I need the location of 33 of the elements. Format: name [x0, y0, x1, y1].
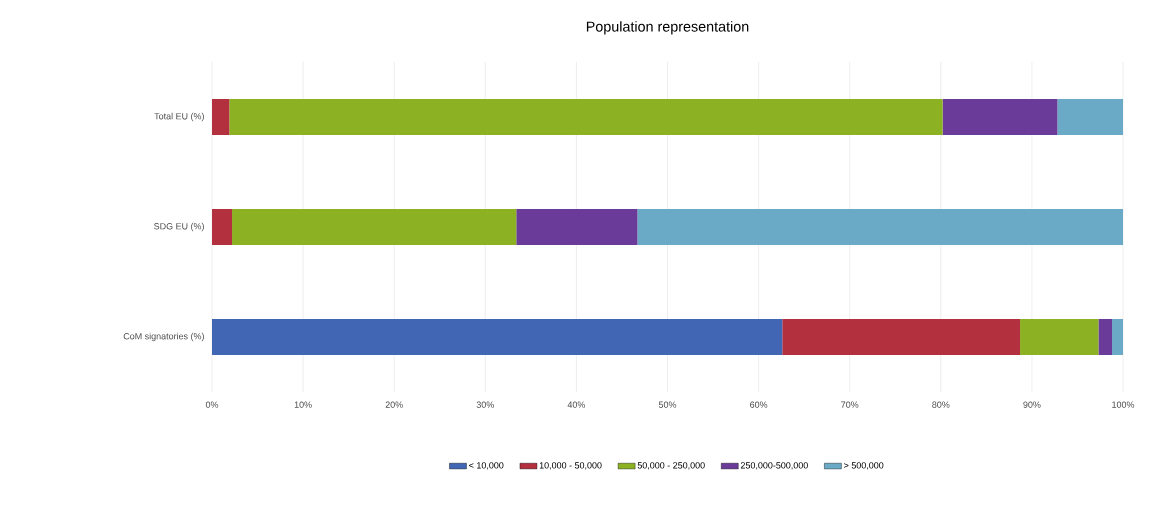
x-tick-label: 70%: [841, 401, 859, 408]
bar: [1098, 319, 1113, 355]
bar: [229, 99, 943, 135]
bar: [212, 99, 230, 135]
legend-label: > 500,000: [844, 462, 884, 470]
x-tick-label: 90%: [1023, 401, 1041, 408]
legend-label: 50,000 - 250,000: [637, 462, 705, 470]
x-tick-label: 60%: [750, 401, 768, 408]
bar: [637, 209, 1124, 245]
legend-label: 10,000 - 50,000: [539, 462, 602, 470]
x-tick-label: 50%: [658, 401, 677, 408]
legend-label: < 10,000: [469, 462, 504, 470]
x-tick-label: 100%: [1112, 401, 1135, 408]
chart-title: Population representation: [586, 21, 749, 35]
x-tick-label: 30%: [476, 401, 494, 408]
bar: [212, 319, 783, 355]
bar: [212, 209, 233, 245]
bar: [1020, 319, 1099, 355]
bar: [232, 209, 517, 245]
x-tick-label: 0%: [205, 401, 219, 408]
y-tick-label: CoM signatories (%): [123, 332, 204, 342]
x-tick-label: 80%: [932, 401, 950, 408]
legend-label: 250,000-500,000: [740, 462, 808, 470]
bar: [516, 209, 638, 245]
x-tick-label: 20%: [385, 401, 403, 408]
y-tick-label: Total EU (%): [154, 112, 204, 122]
bar: [782, 319, 1021, 355]
x-tick-label: 40%: [567, 401, 586, 408]
y-tick-label: SDG EU (%): [154, 222, 204, 232]
bar: [942, 99, 1058, 135]
x-tick-label: 10%: [294, 401, 312, 408]
bar: [1057, 99, 1124, 135]
bar: [1112, 319, 1124, 355]
